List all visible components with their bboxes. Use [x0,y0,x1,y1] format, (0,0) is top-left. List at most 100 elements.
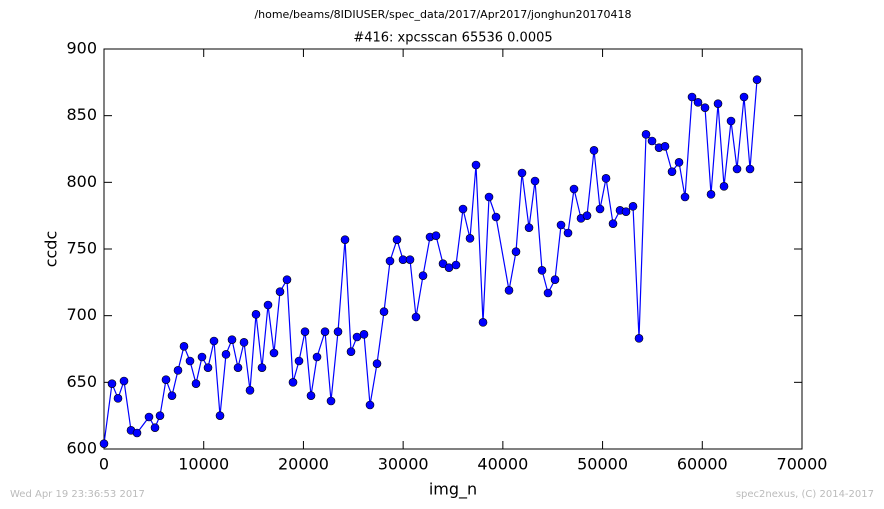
x-tick-label: 70000 [777,455,828,474]
data-point [511,247,521,256]
data-point [333,327,343,336]
data-point [173,366,183,375]
y-tick-label: 800 [66,172,97,191]
x-tick-label: 20000 [278,455,329,474]
data-point [595,204,605,214]
x-tick-label: 10000 [178,455,229,474]
data-point [300,327,310,336]
data-point [185,356,195,366]
data-point [556,220,566,230]
data-point [167,391,177,400]
data-point [99,439,109,448]
data-point [306,391,316,400]
data-point [203,363,213,372]
data-point [634,334,644,343]
data-point [326,396,336,406]
data-point [451,260,461,270]
x-tick-label: 30000 [378,455,429,474]
data-point [478,318,488,327]
data-point [660,142,670,151]
y-tick-label: 600 [66,439,97,458]
data-point [700,103,710,112]
data-point [647,136,657,146]
data-point [132,428,142,438]
data-point [346,347,356,356]
data-point [608,219,618,228]
data-point [385,256,395,266]
x-tick-label: 50000 [577,455,628,474]
data-point [282,275,292,284]
y-tick-label: 850 [66,105,97,124]
data-point [628,202,638,211]
data-point [209,336,219,346]
data-point [263,300,273,310]
data-point [706,190,716,199]
data-point [340,235,350,244]
chart-title: #416: xpcsscan 65536 0.0005 [353,31,552,46]
data-point [471,160,481,170]
footer-left: Wed Apr 19 23:36:53 2017 [10,489,145,500]
data-point [537,266,547,275]
data-point [543,288,553,298]
data-point [621,207,631,216]
data-point [392,235,402,244]
y-tick-label: 750 [66,239,97,258]
data-point [257,363,267,372]
data-point [641,130,651,139]
data-point [601,174,611,183]
data-point [294,356,304,366]
data-point [155,411,165,420]
data-point [458,204,468,214]
data-point [191,379,201,388]
data-point [745,164,755,174]
data-point [150,423,160,432]
data-point [245,386,255,395]
data-point [667,167,677,176]
plot-frame [103,48,803,450]
data-point [405,255,415,264]
y-tick-label: 650 [66,372,97,391]
data-point [569,184,579,194]
data-point [550,275,560,284]
data-point [221,350,231,359]
data-point [491,212,501,222]
data-point [251,310,261,319]
data-point [674,158,684,167]
data-point [161,375,171,384]
data-point [275,287,285,296]
data-point [465,234,475,243]
data-point [517,168,527,178]
data-point [732,164,742,174]
data-point [113,394,123,403]
data-point [197,352,207,362]
data-point [365,400,375,410]
data-point [431,231,441,240]
data-point [713,99,723,108]
data-point [107,379,117,388]
x-tick-label: 60000 [677,455,728,474]
data-point [719,182,729,191]
data-point [239,338,249,347]
y-tick-label: 900 [66,39,97,58]
data-point [504,286,514,295]
data-point [411,312,421,322]
data-point [524,223,534,232]
data-point [320,327,330,336]
data-point [359,330,369,339]
data-point [752,75,762,84]
data-point [269,348,279,358]
footer-right: spec2nexus, (C) 2014-2017 [736,489,874,500]
suptitle: /home/beams/8IDIUSER/spec_data/2017/Apr2… [254,8,631,21]
data-point [233,363,243,372]
data-point [680,192,690,202]
data-point [418,271,428,280]
data-point [144,412,154,422]
data-point [179,342,189,351]
x-axis-label: img_n [429,480,477,500]
data-point [288,378,298,387]
data-point [484,192,494,202]
y-axis-label: ccdc [42,231,61,268]
data-point [589,146,599,155]
data-point [372,359,382,368]
